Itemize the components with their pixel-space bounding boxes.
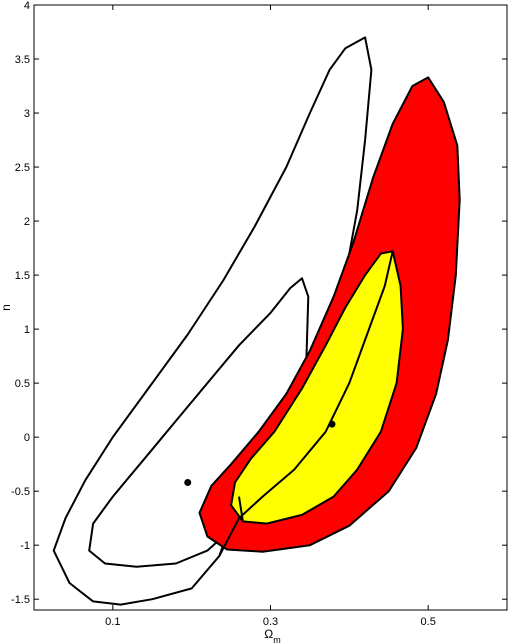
y-tick-label: 2.5 (15, 162, 30, 174)
y-tick-label: 0.5 (15, 378, 30, 390)
y-tick-label: 0 (24, 432, 30, 444)
y-tick-label: 3 (24, 108, 30, 120)
y-tick-label: 3.5 (15, 54, 30, 66)
contour-filled-inner (230, 250, 404, 525)
contour-cross-line-b (238, 496, 244, 522)
contour-cross-line-a (218, 251, 394, 557)
point-best-fit-open (184, 479, 192, 487)
y-tick-label: 1 (24, 324, 30, 336)
x-tick-label: 0.5 (421, 616, 436, 628)
contour-open-inner (88, 277, 310, 568)
y-tick-label: 1.5 (15, 270, 30, 282)
contour-filled-outer (198, 76, 461, 553)
y-tick-label: 4 (24, 0, 30, 12)
y-tick-label: -0.5 (11, 486, 30, 498)
points-group (184, 420, 336, 487)
y-tick-label: -1 (20, 540, 30, 552)
x-axis-label: Ωm (264, 627, 280, 644)
y-tick-label: 2 (24, 216, 30, 228)
contour-open-outer (52, 36, 373, 606)
x-axis-label-subscript: m (273, 635, 281, 644)
x-axis-label-main: Ω (264, 627, 273, 641)
point-best-fit-filled (328, 420, 336, 428)
x-tick-label: 0.1 (105, 616, 120, 628)
y-axis: -1.5 -1 -0.5 0 0.5 1 1.5 2 2.5 3 3.5 4 (11, 0, 507, 606)
x-tick-label: 0.3 (263, 616, 278, 628)
x-axis: 0.1 0.3 0.5 (105, 5, 436, 628)
contours-group (52, 36, 461, 606)
y-axis-label: n (0, 304, 13, 311)
y-tick-label: -1.5 (11, 594, 30, 606)
